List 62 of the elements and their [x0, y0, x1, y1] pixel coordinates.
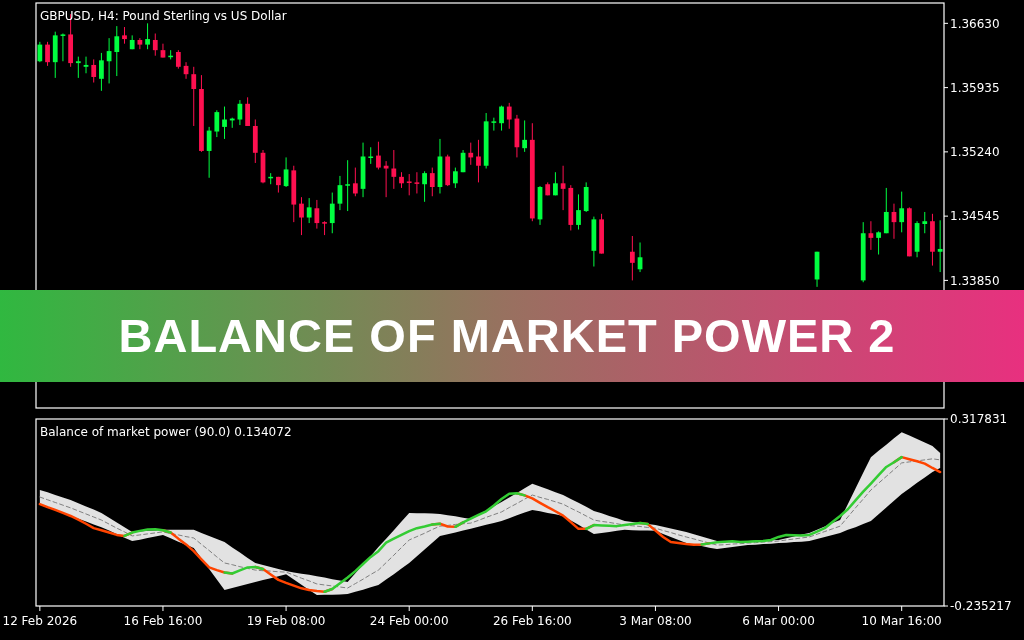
candlestick	[152, 33, 158, 57]
candlestick	[352, 167, 358, 197]
candlestick	[214, 109, 220, 138]
x-tick-label: 16 Feb 16:00	[123, 614, 203, 628]
candlestick	[522, 119, 528, 153]
x-tick-label: 26 Feb 16:00	[492, 614, 572, 628]
candlestick	[476, 139, 481, 183]
candlestick	[452, 167, 458, 189]
y-tick-label: 1.33850	[950, 273, 1000, 288]
candlestick	[37, 41, 43, 63]
x-tick-label: 24 Feb 00:00	[369, 614, 449, 628]
candlestick	[383, 160, 389, 198]
candlestick	[414, 171, 420, 194]
candlestick	[468, 142, 474, 166]
candlestick	[91, 58, 97, 84]
y-tick-label: 1.35935	[950, 80, 1000, 95]
candlestick	[206, 126, 212, 179]
candlestick	[376, 141, 381, 170]
candlestick	[922, 211, 928, 234]
candlestick	[560, 165, 566, 211]
candlestick	[75, 56, 81, 79]
candlestick	[937, 219, 943, 273]
candlestick	[114, 25, 120, 77]
candlestick	[422, 170, 427, 203]
candlestick	[899, 191, 905, 233]
candlestick	[306, 197, 312, 224]
candlestick	[506, 102, 512, 130]
candlestick	[299, 196, 304, 236]
candlestick	[145, 22, 150, 50]
x-tick-label: 3 Mar 08:00	[619, 614, 692, 628]
candlestick	[314, 199, 320, 230]
y-tick-label: -0.235217	[950, 599, 1012, 614]
x-tick-label: 12 Feb 2026	[2, 614, 78, 628]
x-tick-label: 6 Mar 00:00	[742, 614, 815, 628]
candlestick	[429, 167, 435, 197]
candlestick	[576, 193, 581, 231]
candlestick	[191, 66, 197, 127]
candlestick	[391, 149, 397, 190]
candlestick	[345, 159, 351, 212]
y-tick-label: 0.317831	[950, 412, 1008, 427]
candlestick	[868, 220, 874, 251]
text: GBPUSD, H4: Pound Sterling vs US Dollar	[40, 9, 287, 23]
candlestick	[245, 96, 250, 127]
candlestick	[137, 37, 143, 50]
candlestick	[499, 105, 504, 132]
candlestick	[45, 41, 50, 67]
candlestick	[883, 187, 889, 234]
candlestick	[329, 192, 335, 234]
candlestick	[222, 106, 227, 140]
candlestick	[60, 33, 66, 62]
candlestick	[406, 173, 412, 196]
candlestick	[99, 52, 104, 92]
x-tick-label: 19 Feb 08:00	[246, 614, 326, 628]
text: Balance of market power (90.0) 0.134072	[40, 425, 292, 439]
annotation: BALANCE OF MARKET POWER 2	[118, 309, 896, 363]
y-tick-label: 1.36630	[950, 16, 1000, 31]
y-tick-label: 1.35240	[950, 145, 1000, 160]
y-tick-label: 1.34545	[950, 209, 1000, 224]
candlestick	[876, 230, 881, 256]
candlestick	[629, 235, 635, 281]
x-tick-label: 10 Mar 16:00	[861, 614, 942, 628]
candlestick	[175, 49, 181, 70]
